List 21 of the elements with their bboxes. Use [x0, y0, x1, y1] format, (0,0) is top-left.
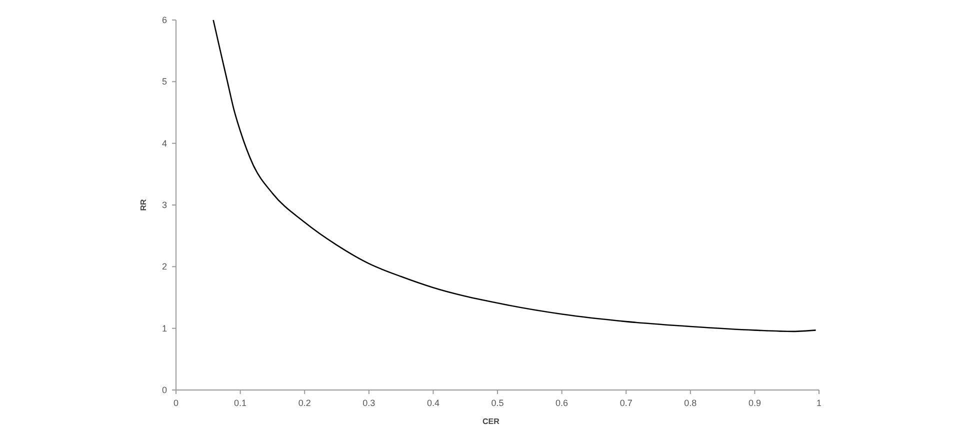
- y-tick-label: 1: [162, 323, 167, 334]
- x-tick-label: 0.4: [426, 398, 440, 408]
- x-tick-label: 0.5: [491, 398, 504, 408]
- x-tick-label: 0.3: [362, 398, 376, 408]
- x-tick-label: 0.7: [620, 398, 632, 408]
- x-tick-label: 0.1: [234, 398, 247, 408]
- x-tick-label: 0.8: [684, 398, 697, 408]
- y-tick-label: 2: [162, 262, 167, 272]
- y-tick-label: 0: [162, 385, 167, 395]
- y-tick-label: 3: [162, 200, 167, 210]
- y-tick-label: 5: [162, 76, 167, 87]
- x-axis-title: CER: [482, 417, 500, 426]
- x-tick-label: 0.9: [748, 398, 761, 408]
- x-tick-label: 0: [173, 398, 179, 408]
- x-tick-label: 0.6: [556, 398, 568, 408]
- y-axis-title: RR: [139, 199, 148, 211]
- x-tick-label: 1: [816, 398, 822, 408]
- line-series: [212, 19, 816, 332]
- y-tick-label: 4: [162, 138, 167, 148]
- x-tick-label: 0.2: [298, 398, 311, 408]
- y-tick-label: 6: [162, 15, 167, 25]
